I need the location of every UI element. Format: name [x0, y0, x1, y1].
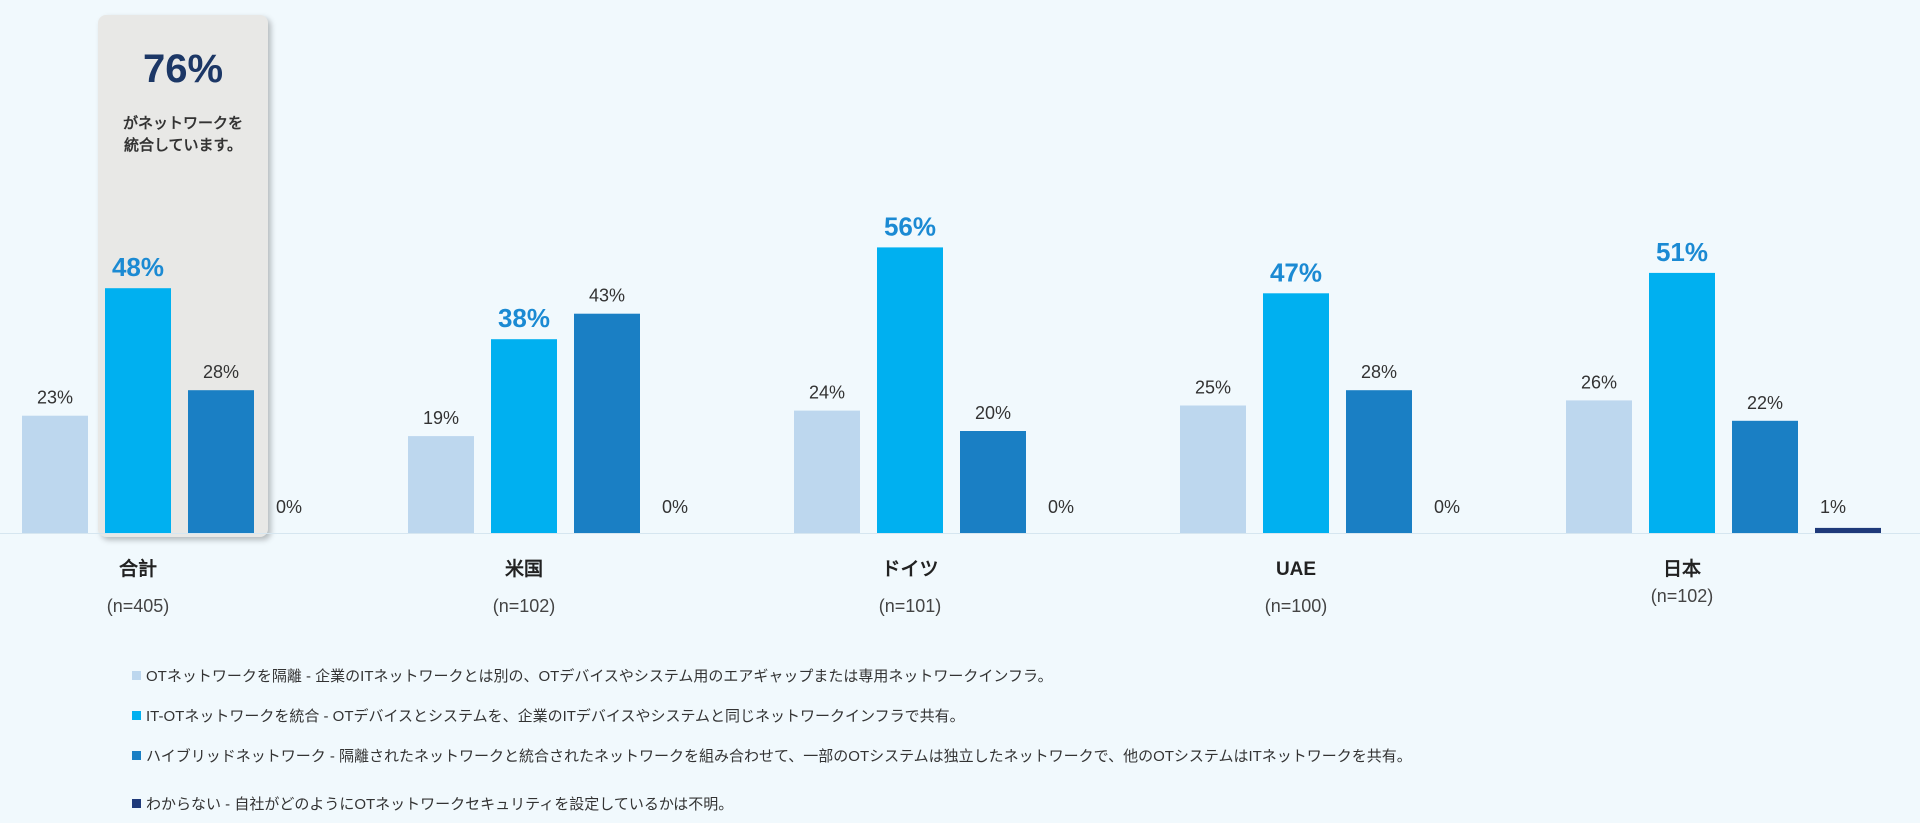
bar-2-2: [960, 431, 1026, 533]
callout-value: 76%: [142, 47, 224, 91]
bar-1-2: [877, 247, 943, 533]
legend-swatch: [132, 710, 141, 720]
category-n-label: (n=101): [879, 596, 942, 616]
legend-label: OTネットワークを隔離 - 企業のITネットワークとは別の、OTデバイスやシステ…: [146, 667, 1053, 685]
legend-label: IT-OTネットワークを統合 - OTデバイスとシステムを、企業のITデバイスや…: [146, 707, 965, 725]
callout-text: がネットワークを統合しています。: [122, 115, 243, 154]
data-label: 19%: [423, 408, 459, 428]
bar-2-4: [1732, 420, 1798, 533]
data-label: 26%: [1581, 372, 1617, 392]
data-label: 28%: [203, 362, 239, 382]
category-n-label: (n=102): [1651, 586, 1714, 606]
category-label: ドイツ: [881, 559, 938, 580]
data-label: 48%: [112, 252, 164, 282]
data-label: 43%: [589, 286, 625, 306]
legend-item: わからない - 自社がどのようにOTネットワークセキュリティを設定しているかは不…: [132, 783, 1412, 823]
legend-swatch: [132, 798, 141, 808]
bar-0-3: [1180, 405, 1246, 533]
data-label: 0%: [1048, 497, 1074, 517]
bar-1-4: [1649, 272, 1715, 533]
bar-1-0: [105, 288, 171, 533]
bar-3-4: [1815, 527, 1881, 533]
bar-1-1: [491, 339, 557, 533]
legend-item: IT-OTネットワークを統合 - OTデバイスとシステムを、企業のITデバイスや…: [132, 695, 1412, 735]
category-label: 合計: [119, 557, 157, 580]
category-label: 日本: [1663, 557, 1701, 580]
data-label: 0%: [276, 497, 302, 517]
data-label: 38%: [498, 303, 550, 333]
legend-item: ハイブリッドネットワーク - 隔離されたネットワークと統合されたネットワークを組…: [132, 735, 1412, 775]
legend: OTネットワークを隔離 - 企業のITネットワークとは別の、OTデバイスやシステ…: [132, 655, 1412, 823]
bar-2-0: [188, 390, 254, 533]
bar-2-3: [1346, 390, 1412, 533]
data-label: 22%: [1747, 393, 1783, 413]
category-label: 米国: [505, 557, 543, 580]
category-n-label: (n=100): [1265, 596, 1328, 616]
bar-1-3: [1263, 293, 1329, 533]
legend-swatch: [132, 670, 141, 680]
data-label: 0%: [662, 497, 688, 517]
data-label: 0%: [1434, 497, 1460, 517]
data-label: 24%: [809, 383, 845, 403]
bar-2-1: [574, 313, 640, 533]
data-label: 20%: [975, 403, 1011, 423]
data-label: 51%: [1656, 237, 1708, 267]
data-label: 23%: [37, 388, 73, 408]
category-label: UAE: [1276, 559, 1316, 580]
data-label: 28%: [1361, 362, 1397, 382]
bar-0-4: [1566, 400, 1632, 533]
legend-label: ハイブリッドネットワーク - 隔離されたネットワークと統合されたネットワークを組…: [146, 747, 1412, 765]
bar-0-0: [22, 415, 88, 533]
bar-chart: 23% 48% 28% 0% 合計 (n=405) 19% 38% 43% 0% 米国 (n=102)…: [0, 211, 1920, 616]
legend-item: OTネットワークを隔離 - 企業のITネットワークとは別の、OTデバイスやシステ…: [132, 655, 1412, 695]
data-label: 25%: [1195, 378, 1231, 398]
bar-0-2: [794, 410, 860, 533]
category-n-label: (n=102): [493, 596, 556, 616]
data-label: 1%: [1820, 497, 1846, 517]
legend-swatch: [132, 750, 141, 760]
legend-label: わからない - 自社がどのようにOTネットワークセキュリティを設定しているかは不…: [146, 795, 734, 813]
bar-0-1: [408, 436, 474, 533]
category-n-label: (n=405): [107, 596, 170, 616]
data-label: 47%: [1270, 257, 1322, 287]
data-label: 56%: [884, 211, 936, 241]
